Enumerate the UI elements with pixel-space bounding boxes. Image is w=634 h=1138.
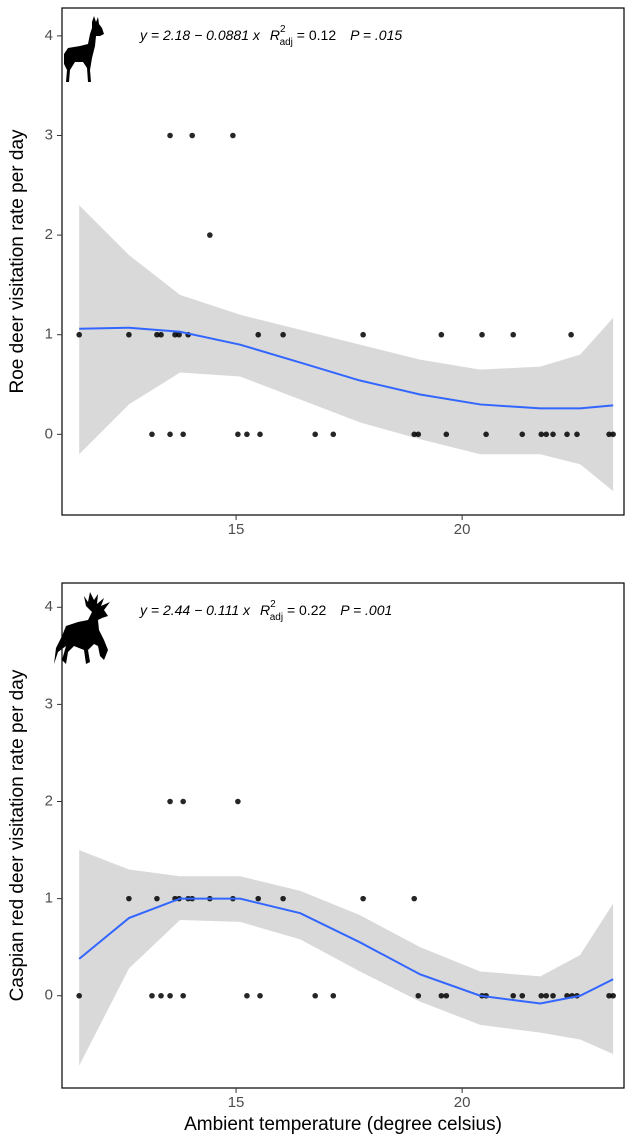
- point: [189, 133, 195, 139]
- point: [312, 993, 318, 999]
- point: [235, 799, 241, 805]
- annotation-r2-value: = 0.22: [283, 602, 326, 618]
- point: [235, 432, 241, 438]
- confidence-band: [79, 205, 613, 491]
- y-tick-label: 4: [45, 598, 53, 615]
- annotation-r2-sub: adj: [270, 612, 283, 623]
- point: [167, 432, 173, 438]
- regression-annotation: y = 2.44 − 0.111 x R2 adj = 0.22 P = .001: [139, 599, 392, 623]
- point: [230, 133, 236, 139]
- x-tick-label: 20: [454, 521, 471, 538]
- point: [610, 432, 616, 438]
- point: [568, 332, 574, 338]
- point: [330, 432, 336, 438]
- point: [538, 432, 544, 438]
- annotation-equation: y = 2.44 − 0.111 x: [139, 602, 251, 618]
- point: [207, 232, 213, 238]
- point: [126, 896, 132, 902]
- point: [479, 332, 485, 338]
- point: [510, 993, 516, 999]
- point: [510, 332, 516, 338]
- point: [280, 896, 286, 902]
- point: [76, 993, 82, 999]
- point: [519, 993, 525, 999]
- y-tick-label: 2: [45, 792, 53, 809]
- y-tick-label: 0: [45, 425, 53, 442]
- chart: 012341520Roe deer visitation rate per da…: [0, 0, 634, 1138]
- point: [519, 432, 525, 438]
- point: [167, 133, 173, 139]
- point: [158, 993, 164, 999]
- annotation-p-value: P = .001: [340, 602, 392, 618]
- point: [330, 993, 336, 999]
- point: [76, 332, 82, 338]
- point: [439, 993, 445, 999]
- point: [360, 332, 366, 338]
- y-tick-label: 3: [45, 695, 53, 712]
- point: [167, 993, 173, 999]
- point: [280, 332, 286, 338]
- x-tick-label: 20: [454, 1094, 471, 1111]
- annotation-equation: y = 2.18 − 0.0881 x: [139, 27, 261, 43]
- y-axis-label: Caspian red deer visitation rate per day: [7, 669, 28, 1001]
- y-axis-label: Roe deer visitation rate per day: [7, 129, 28, 394]
- point: [411, 896, 417, 902]
- y-tick-label: 3: [45, 126, 53, 143]
- point: [444, 432, 450, 438]
- x-tick-label: 15: [228, 1094, 245, 1111]
- y-tick-label: 1: [45, 326, 53, 343]
- point: [415, 993, 421, 999]
- point: [149, 432, 155, 438]
- point: [444, 993, 450, 999]
- point: [610, 993, 616, 999]
- point: [180, 799, 186, 805]
- point: [180, 993, 186, 999]
- point: [167, 799, 173, 805]
- annotation-r2-sub: adj: [280, 37, 293, 48]
- x-tick-label: 15: [228, 521, 245, 538]
- annotation-r2-sup: 2: [270, 599, 276, 610]
- point: [255, 896, 261, 902]
- point: [126, 332, 132, 338]
- y-tick-label: 1: [45, 890, 53, 907]
- point: [244, 993, 250, 999]
- page: 012341520Roe deer visitation rate per da…: [0, 0, 634, 1138]
- y-tick-label: 2: [45, 226, 53, 243]
- point: [360, 896, 366, 902]
- point: [550, 993, 556, 999]
- point: [180, 432, 186, 438]
- annotation-r2-value: = 0.12: [293, 27, 336, 43]
- annotation-r2-symbol: R: [270, 27, 280, 43]
- point: [483, 432, 489, 438]
- point: [244, 432, 250, 438]
- y-tick-label: 4: [45, 27, 53, 44]
- point: [154, 896, 160, 902]
- point: [158, 332, 164, 338]
- roe-deer-icon: [64, 16, 104, 82]
- point: [538, 993, 544, 999]
- annotation-p-value: P = .015: [350, 27, 402, 43]
- point: [564, 432, 570, 438]
- confidence-band: [79, 850, 613, 1066]
- point: [257, 432, 263, 438]
- annotation-r2-sup: 2: [280, 24, 286, 35]
- point: [312, 432, 318, 438]
- point: [415, 432, 421, 438]
- y-tick-label: 0: [45, 987, 53, 1004]
- regression-annotation: y = 2.18 − 0.0881 x R2 adj = 0.12 P = .015: [139, 24, 402, 48]
- annotation-r2-symbol: R: [260, 602, 270, 618]
- point: [439, 332, 445, 338]
- point: [550, 432, 556, 438]
- point: [257, 993, 263, 999]
- x-axis-label: Ambient temperature (degree celsius): [184, 1114, 502, 1135]
- point: [574, 432, 580, 438]
- point: [255, 332, 261, 338]
- point: [149, 993, 155, 999]
- point: [543, 993, 549, 999]
- point: [543, 432, 549, 438]
